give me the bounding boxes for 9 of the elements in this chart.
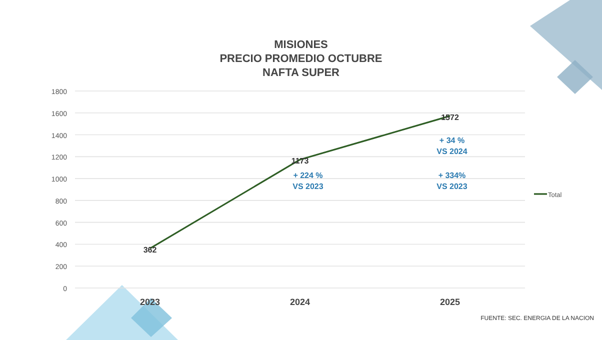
- annotation: + 34 % VS 2024: [436, 136, 468, 156]
- x-tick-label: 2025: [440, 297, 460, 307]
- annotation: + 334% VS 2023: [436, 171, 468, 191]
- chart-title: MISIONES PRECIO PROMEDIO OCTUBRE NAFTA SUPER: [220, 39, 382, 79]
- x-tick-label: 2023: [140, 297, 160, 307]
- data-label: 1572: [441, 112, 460, 122]
- data-label: 362: [143, 245, 158, 254]
- x-tick-label: 2024: [290, 297, 310, 307]
- annotation: + 224 % VS 2023: [292, 171, 324, 191]
